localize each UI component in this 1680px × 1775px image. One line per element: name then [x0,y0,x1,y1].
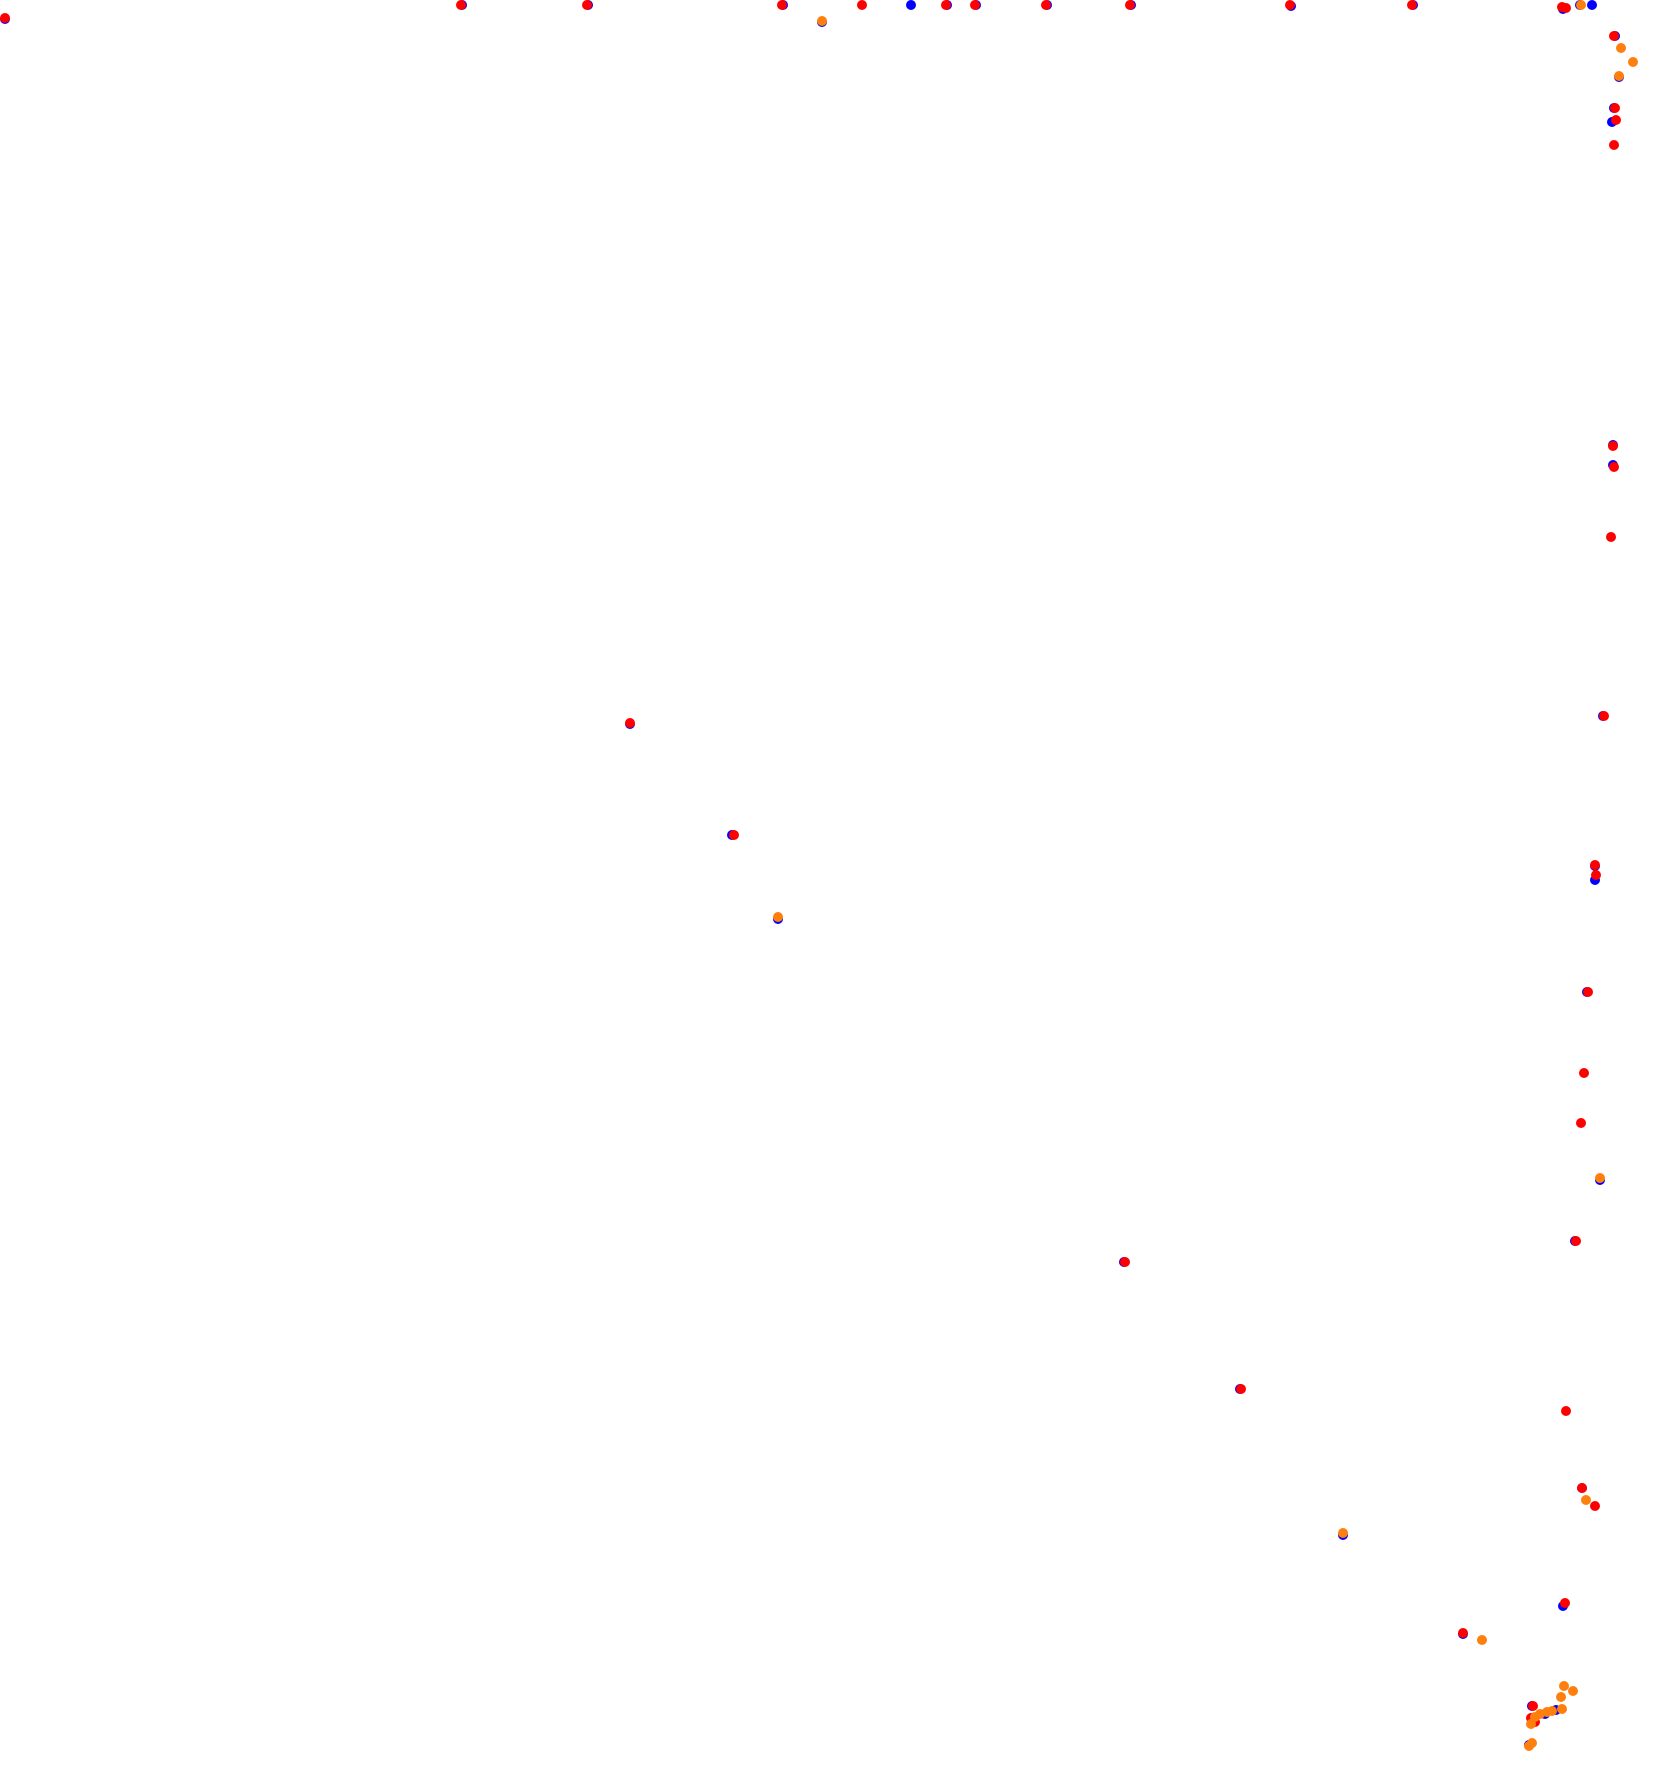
data-point [1583,987,1593,997]
data-point [0,13,10,23]
data-point [970,0,980,10]
data-point [773,912,783,922]
data-point [625,718,635,728]
data-point [1557,1704,1567,1714]
data-point [1610,103,1620,113]
data-point [1528,1701,1538,1711]
data-point [1236,1384,1246,1394]
series-2 [0,0,1621,1727]
data-point [456,0,466,10]
data-point [1556,1692,1566,1702]
data-point [1609,140,1619,150]
series-1 [0,0,1624,1750]
data-point [817,16,827,26]
data-point [1125,0,1135,10]
data-point [1338,1528,1348,1538]
data-point [1561,3,1571,13]
data-point [1407,0,1417,10]
data-point [1614,71,1624,81]
data-point [1581,1495,1591,1505]
points-layer [0,0,1638,1751]
data-point [1611,115,1621,125]
data-point [1526,1719,1536,1729]
data-point [1568,1686,1578,1696]
data-point [1458,1628,1468,1638]
data-point [1577,1483,1587,1493]
data-point [1576,1118,1586,1128]
data-point [1561,1406,1571,1416]
data-point [1599,711,1609,721]
data-point [1591,870,1601,880]
data-point [1609,31,1619,41]
data-point [582,0,592,10]
data-point [777,0,787,10]
data-point [1616,43,1626,53]
data-point [1587,0,1597,10]
data-point [1559,1681,1569,1691]
data-point [1606,532,1616,542]
data-point [1628,57,1638,67]
data-point [941,0,951,10]
data-point [1595,1173,1605,1183]
data-point [906,0,916,10]
data-point [1609,462,1619,472]
data-point [1547,1706,1557,1716]
data-point [1579,1068,1589,1078]
data-point [1285,0,1295,10]
data-point [1571,1236,1581,1246]
data-point [729,830,739,840]
data-point [1120,1257,1130,1267]
data-point [1576,0,1586,10]
data-point [1590,860,1600,870]
series-3 [773,0,1638,1751]
data-point [1590,1501,1600,1511]
data-point [857,0,867,10]
data-point [1477,1635,1487,1645]
data-point [1041,0,1051,10]
data-point [1608,441,1618,451]
data-point [1524,1741,1534,1751]
data-point [1560,1598,1570,1608]
